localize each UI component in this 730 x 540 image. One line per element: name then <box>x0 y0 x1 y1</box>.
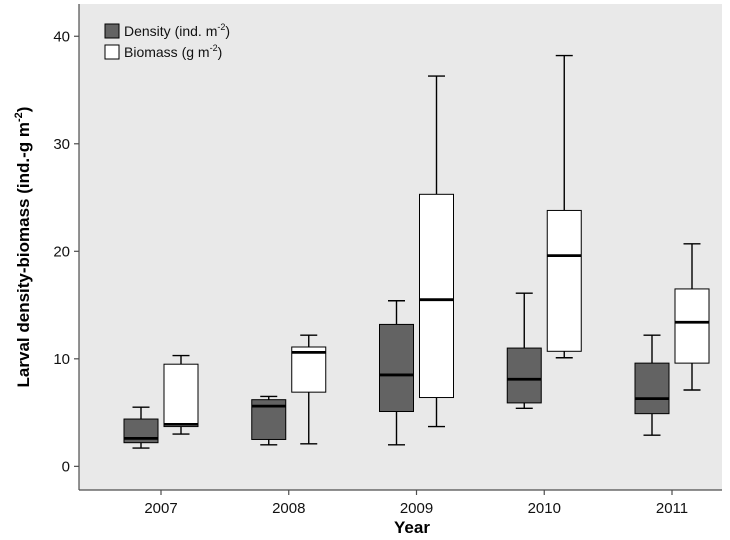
y-tick-label: 0 <box>62 458 70 475</box>
box-iqr <box>634 362 670 415</box>
legend: Density (ind. m-2) Biomass (g m-2) <box>104 22 230 60</box>
y-axis-ticks: 0 10 20 30 40 <box>53 28 79 475</box>
box-iqr <box>123 418 159 444</box>
y-tick-label: 10 <box>53 351 70 368</box>
box-series <box>123 54 710 449</box>
box-biomass-2007 <box>163 354 199 435</box>
x-tick-label: 2009 <box>400 500 433 517</box>
x-axis-ticks: 2007 2008 2009 2010 2011 <box>144 490 688 517</box>
legend-density-superscript: -2 <box>217 22 225 32</box>
x-tick-label: 2008 <box>272 500 305 517</box>
y-tick-label: 20 <box>53 243 70 260</box>
y-axis-title-superscript: -2 <box>13 112 25 122</box>
box-iqr <box>674 288 710 364</box>
box-biomass-2008 <box>291 334 327 445</box>
box-density-2011 <box>634 334 670 436</box>
box-iqr <box>291 346 327 393</box>
y-tick-label: 30 <box>53 136 70 153</box>
legend-biomass-superscript: -2 <box>210 43 218 53</box>
legend-density-end: ) <box>225 23 230 39</box>
box-biomass-2011 <box>674 243 710 391</box>
box-iqr <box>546 209 582 352</box>
legend-swatch-biomass <box>104 44 120 60</box>
y-axis-title-main: Larval density-biomass (ind.-g m <box>14 122 33 387</box>
x-tick-label: 2011 <box>656 500 688 517</box>
box-density-2008 <box>251 395 287 446</box>
box-biomass-2009 <box>419 75 454 428</box>
x-axis-title: Year <box>394 518 430 537</box>
x-tick-label: 2007 <box>144 500 177 517</box>
box-biomass-2010 <box>546 54 582 359</box>
y-axis-title-end: ) <box>14 107 33 113</box>
y-tick-label: 40 <box>53 28 70 45</box>
legend-density-main: Density (ind. m <box>124 23 217 39</box>
legend-biomass-end: ) <box>218 44 223 60</box>
box-iqr <box>419 193 454 399</box>
box-iqr <box>506 347 542 404</box>
legend-biomass-main: Biomass (g m <box>124 44 210 60</box>
legend-label-density: Density (ind. m-2) <box>124 22 230 39</box>
box-density-2009 <box>379 300 414 446</box>
box-iqr <box>163 363 199 428</box>
box-iqr <box>379 323 414 413</box>
y-axis-title: Larval density-biomass (ind.-g m-2) <box>13 107 33 388</box>
legend-label-biomass: Biomass (g m-2) <box>124 43 222 60</box>
legend-swatch-density <box>104 23 120 39</box>
box-density-2007 <box>123 406 159 449</box>
x-tick-label: 2010 <box>528 500 561 517</box>
box-density-2010 <box>506 292 542 409</box>
